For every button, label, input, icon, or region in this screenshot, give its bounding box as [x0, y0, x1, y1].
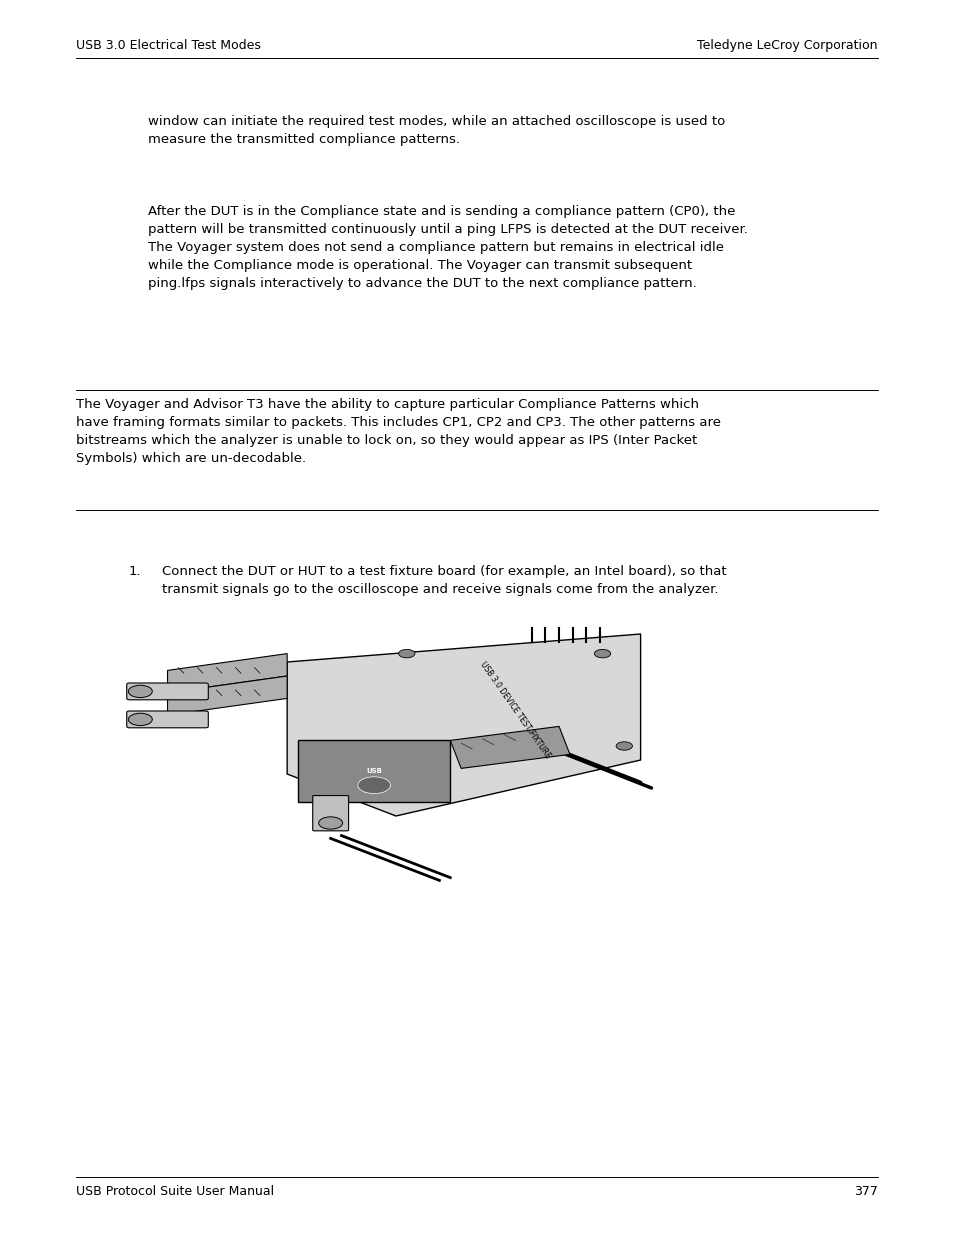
Text: 377: 377 — [853, 1186, 877, 1198]
Text: After the DUT is in the Compliance state and is sending a compliance pattern (CP: After the DUT is in the Compliance state… — [148, 205, 747, 290]
Circle shape — [616, 742, 632, 750]
Text: Connect the DUT or HUT to a test fixture board (for example, an Intel board), so: Connect the DUT or HUT to a test fixture… — [162, 564, 726, 597]
Text: USB 3.0 Electrical Test Modes: USB 3.0 Electrical Test Modes — [76, 40, 261, 52]
Text: window can initiate the required test modes, while an attached oscilloscope is u: window can initiate the required test mo… — [148, 115, 724, 146]
Polygon shape — [168, 676, 287, 715]
Text: USB 3.0 DEVICE TEST FIXTURE: USB 3.0 DEVICE TEST FIXTURE — [478, 659, 552, 760]
Circle shape — [129, 685, 152, 698]
Polygon shape — [168, 653, 287, 693]
Text: USB Protocol Suite User Manual: USB Protocol Suite User Manual — [76, 1186, 274, 1198]
FancyBboxPatch shape — [313, 795, 348, 831]
Text: 1.: 1. — [129, 564, 141, 578]
Polygon shape — [287, 634, 639, 816]
Circle shape — [129, 714, 152, 725]
Text: The Voyager and Advisor T3 have the ability to capture particular Compliance Pat: The Voyager and Advisor T3 have the abil… — [76, 398, 720, 466]
FancyBboxPatch shape — [297, 741, 450, 802]
Text: USB: USB — [366, 768, 382, 774]
Circle shape — [594, 650, 610, 658]
Circle shape — [357, 777, 390, 794]
Circle shape — [318, 816, 342, 829]
Circle shape — [398, 650, 415, 658]
FancyBboxPatch shape — [127, 711, 208, 727]
FancyBboxPatch shape — [127, 683, 208, 700]
Text: Teledyne LeCroy Corporation: Teledyne LeCroy Corporation — [697, 40, 877, 52]
Polygon shape — [450, 726, 569, 768]
